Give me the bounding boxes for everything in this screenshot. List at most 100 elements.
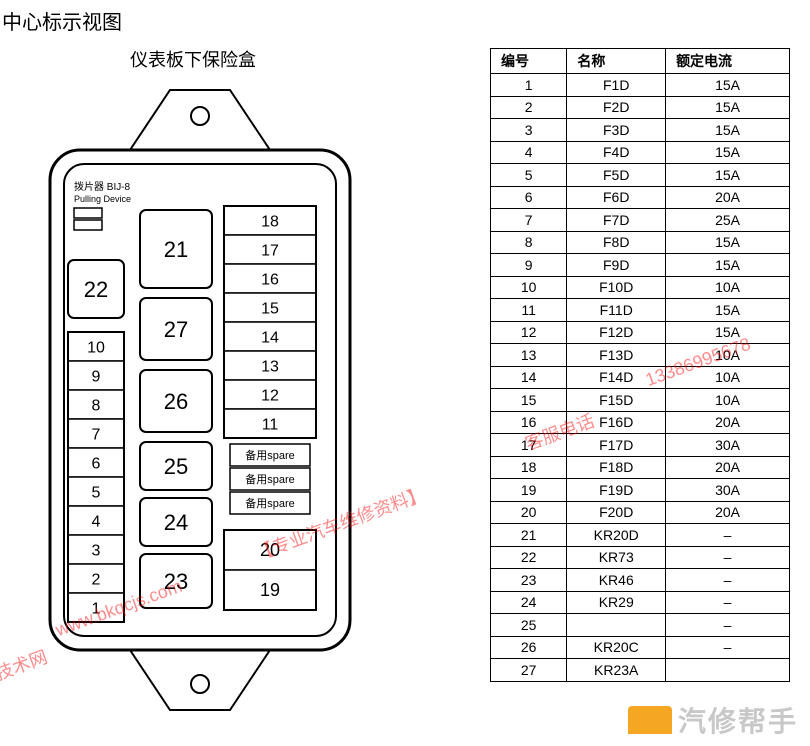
relay-label: 23	[164, 569, 188, 594]
fuse-slot-label: 16	[261, 272, 279, 289]
table-cell: F4D	[567, 141, 666, 164]
table-cell: F5D	[567, 164, 666, 187]
table-cell: 20A	[666, 501, 790, 524]
table-cell: F7D	[567, 209, 666, 232]
table-cell: 15A	[666, 254, 790, 277]
relay-label: 21	[164, 237, 188, 262]
table-cell: 22	[491, 546, 567, 569]
table-cell: F15D	[567, 389, 666, 412]
table-cell: KR46	[567, 569, 666, 592]
table-cell: 12	[491, 321, 567, 344]
fuse-slot-label: 4	[92, 514, 101, 531]
table-cell: 30A	[666, 434, 790, 457]
table-row: 9F9D15A	[491, 254, 790, 277]
car-icon	[628, 706, 672, 734]
table-cell: 26	[491, 636, 567, 659]
col-header-rating: 额定电流	[666, 49, 790, 74]
table-cell: 5	[491, 164, 567, 187]
table-cell: 30A	[666, 479, 790, 502]
table-cell: 7	[491, 209, 567, 232]
table-row: 8F8D15A	[491, 231, 790, 254]
table-cell: 20	[491, 501, 567, 524]
table-cell: 9	[491, 254, 567, 277]
spare-label: 备用spare	[245, 472, 295, 486]
relay-label: 24	[164, 510, 188, 535]
table-cell: 8	[491, 231, 567, 254]
table-cell: KR20C	[567, 636, 666, 659]
table-row: 3F3D15A	[491, 119, 790, 142]
table-row: 14F14D10A	[491, 366, 790, 389]
table-cell: F10D	[567, 276, 666, 299]
fuse-slot-label: 17	[261, 243, 279, 260]
table-cell: F8D	[567, 231, 666, 254]
table-cell: 19	[491, 479, 567, 502]
table-cell: F17D	[567, 434, 666, 457]
table-cell: –	[666, 546, 790, 569]
table-cell: 15	[491, 389, 567, 412]
table-cell: 16	[491, 411, 567, 434]
brand-text: 汽修帮手	[678, 700, 798, 740]
table-cell: KR73	[567, 546, 666, 569]
table-cell: –	[666, 636, 790, 659]
fuse-slot-label: 1	[92, 601, 101, 618]
table-cell: 20A	[666, 186, 790, 209]
fuse-slot-label: 3	[92, 543, 101, 560]
fuse-slot-label: 20	[260, 540, 280, 560]
table-row: 18F18D20A	[491, 456, 790, 479]
fuse-slot-label: 14	[261, 330, 279, 347]
fuse-slot-label: 19	[260, 580, 280, 600]
table-cell: 27	[491, 659, 567, 682]
table-cell: 10A	[666, 389, 790, 412]
table-cell: F19D	[567, 479, 666, 502]
table-cell: –	[666, 524, 790, 547]
fuse-box-diagram: 拨片器 BIJ-8 Pulling Device 21222726252423 …	[20, 80, 380, 720]
table-cell	[567, 614, 666, 637]
table-cell: F11D	[567, 299, 666, 322]
table-cell: F14D	[567, 366, 666, 389]
table-cell: 24	[491, 591, 567, 614]
table-row: 20F20D20A	[491, 501, 790, 524]
puller-label-en: Pulling Device	[74, 194, 131, 204]
table-cell: F12D	[567, 321, 666, 344]
relay-label: 22	[84, 277, 108, 302]
table-cell: 20A	[666, 456, 790, 479]
table-row: 13F13D10A	[491, 344, 790, 367]
table-cell: 15A	[666, 74, 790, 97]
table-row: 27KR23A	[491, 659, 790, 682]
table-row: 19F19D30A	[491, 479, 790, 502]
table-cell: 2	[491, 96, 567, 119]
fuse-slot-label: 11	[262, 417, 279, 434]
table-cell: F9D	[567, 254, 666, 277]
table-cell: 6	[491, 186, 567, 209]
table-row: 7F7D25A	[491, 209, 790, 232]
table-row: 5F5D15A	[491, 164, 790, 187]
table-cell: 25A	[666, 209, 790, 232]
table-cell: 10A	[666, 366, 790, 389]
table-cell: F13D	[567, 344, 666, 367]
fuse-slot-label: 5	[92, 485, 101, 502]
table-cell: 10	[491, 276, 567, 299]
table-cell: 18	[491, 456, 567, 479]
table-row: 15F15D10A	[491, 389, 790, 412]
fuse-slot-label: 8	[92, 398, 101, 415]
table-cell: 23	[491, 569, 567, 592]
table-cell: 3	[491, 119, 567, 142]
table-row: 16F16D20A	[491, 411, 790, 434]
col-header-name: 名称	[567, 49, 666, 74]
table-cell: 25	[491, 614, 567, 637]
fuse-slot-label: 15	[261, 301, 279, 318]
table-cell: 15A	[666, 164, 790, 187]
table-cell: 15A	[666, 299, 790, 322]
table-cell: F20D	[567, 501, 666, 524]
table-row: 4F4D15A	[491, 141, 790, 164]
table-cell: F3D	[567, 119, 666, 142]
col-header-id: 编号	[491, 49, 567, 74]
table-cell: F2D	[567, 96, 666, 119]
table-cell: KR20D	[567, 524, 666, 547]
table-cell: 4	[491, 141, 567, 164]
table-row: 6F6D20A	[491, 186, 790, 209]
table-row: 17F17D30A	[491, 434, 790, 457]
table-row: 23KR46–	[491, 569, 790, 592]
table-cell: 10A	[666, 344, 790, 367]
puller-label-cn: 拨片器 BIJ-8	[74, 180, 131, 193]
